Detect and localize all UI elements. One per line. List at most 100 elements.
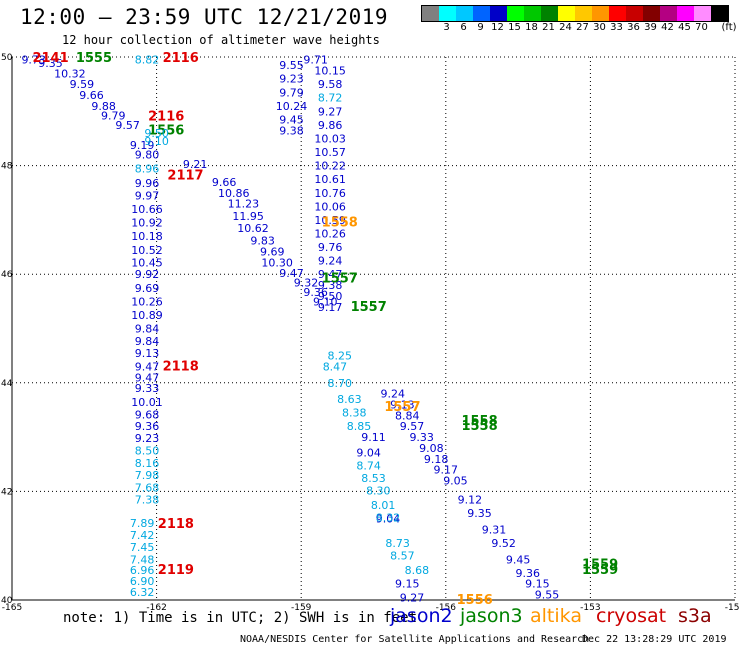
scale-swatch [456,6,473,21]
s3a-point: 7.89 [130,517,155,530]
s3a-point: 8.25 [328,350,353,363]
scale-swatch [592,6,609,21]
scale-label: 27 [576,22,589,33]
jason2-point: 9.33 [135,382,160,395]
jason2-point: 9.47 [279,267,304,280]
jason2-point: 9.27 [318,105,343,118]
jason2-point: 9.15 [525,578,550,591]
jason2-point: 10.15 [314,65,346,78]
s3a-point: 6.90 [130,575,155,588]
jason2-point: 9.86 [318,119,343,132]
jason2-point: 9.04 [356,446,381,459]
legend-item-jason2: jason2 [390,605,453,627]
scale-swatch [507,6,524,21]
jason2-point: 8.84 [395,409,420,422]
jason2-point: 10.59 [314,214,346,227]
scale-swatch [473,6,490,21]
wave-height-color-scale [421,5,729,22]
scale-label: 18 [525,22,538,33]
jason2-point: 9.33 [409,431,434,444]
jason2-point: 10.22 [314,160,346,173]
scale-label: 33 [610,22,623,33]
jason2-point: 9.47 [318,268,343,281]
jason2-point: 9.84 [135,335,160,348]
jason2-point: 9.47 [135,371,160,384]
map-grid [11,56,736,601]
legend-item-s3a: s3a [678,605,712,627]
s3a-point: 7.38 [135,494,160,507]
x-tick-label: -165 [2,603,22,613]
jason2-point: 9.57 [115,119,140,132]
jason2-point: 9.13 [135,347,160,360]
jason3-point: 1555 [76,51,112,66]
s3a-point: 8.68 [405,564,430,577]
s3a-point: 8.47 [323,361,348,374]
jason2-point: 9.36 [515,567,540,580]
cryosat-point: 2116 [163,51,199,66]
s3a-point: 8.30 [366,484,391,497]
jason2-point: 9.80 [135,149,160,162]
altika-point: 1556 [457,593,493,608]
jason2-point: 9.45 [279,113,304,126]
jason3-point: 1558 [461,414,497,429]
jason2-point: 9.88 [91,100,116,113]
scale-label: 42 [661,22,674,33]
jason2-point: 9.59 [70,78,95,91]
jason2-point: 9.24 [318,255,343,268]
jason2-point: 9.50 [318,290,343,303]
jason2-point: 10.32 [54,67,86,80]
jason2-point: 9.71 [303,54,328,67]
scale-label: 39 [644,22,657,33]
jason2-point: 9.38 [318,279,343,292]
scale-label: 3 [443,22,450,33]
jason2-point: 9.19 [130,139,155,152]
x-tick-label: -150 [725,603,740,613]
jason2-point: 9.17 [434,464,459,477]
scale-swatch [439,6,456,21]
y-tick-label: 48 [1,162,13,172]
x-tick-label: -162 [146,603,166,613]
jason2-point: 9.36 [303,286,328,299]
s3a-point: 8.96 [135,162,160,175]
scale-swatch [558,6,575,21]
jason2-point: 9.52 [491,537,516,550]
jason2-point: 10.66 [131,203,163,216]
cryosat-point: 2118 [158,517,194,532]
jason2-point: 9.79 [279,86,304,99]
s3a-point: 8.38 [342,407,367,420]
s3a-point: 8.72 [318,92,343,105]
scale-swatch [422,6,439,21]
s3a-point: 8.32 [376,511,401,524]
jason2-point: 9.69 [260,245,285,258]
jason2-point: 9.76 [318,241,343,254]
scale-label: 15 [508,22,521,33]
jason3-point: 1559 [582,563,618,578]
jason2-point: 9.12 [458,494,483,507]
s3a-point: 8.73 [385,537,410,550]
jason2-point: 10.26 [314,227,346,240]
footnote: note: 1) Time is in UTC; 2) SWH is in fe… [63,610,418,626]
jason2-point: 9.66 [79,89,104,102]
jason2-point: 10.26 [131,295,163,308]
s3a-point: 9.50 [144,127,169,140]
s3a-point: 8.16 [135,457,160,470]
cryosat-point: 2118 [163,360,199,375]
jason2-point: 9.36 [135,420,160,433]
jason2-point: 9.57 [400,420,425,433]
jason2-point: 9.35 [38,57,63,70]
jason3-point: 1556 [148,123,184,138]
jason2-point: 9.66 [212,176,237,189]
jason2-point: 9.96 [135,177,160,190]
jason2-point: 10.61 [314,173,346,186]
jason2-point: 9.79 [101,110,126,123]
jason2-point: 9.08 [419,442,444,455]
jason3-point: 1557 [322,272,358,287]
jason2-point: 10.03 [314,132,346,145]
jason3-point: 1557 [351,300,387,315]
y-tick-label: 50 [1,53,13,63]
jason2-point: 9.92 [135,268,160,281]
legend-item-altika: altika [530,605,582,627]
cryosat-point: 2116 [148,110,184,125]
jason3-point: 1558 [461,419,497,434]
jason2-point: 10.24 [276,100,308,113]
